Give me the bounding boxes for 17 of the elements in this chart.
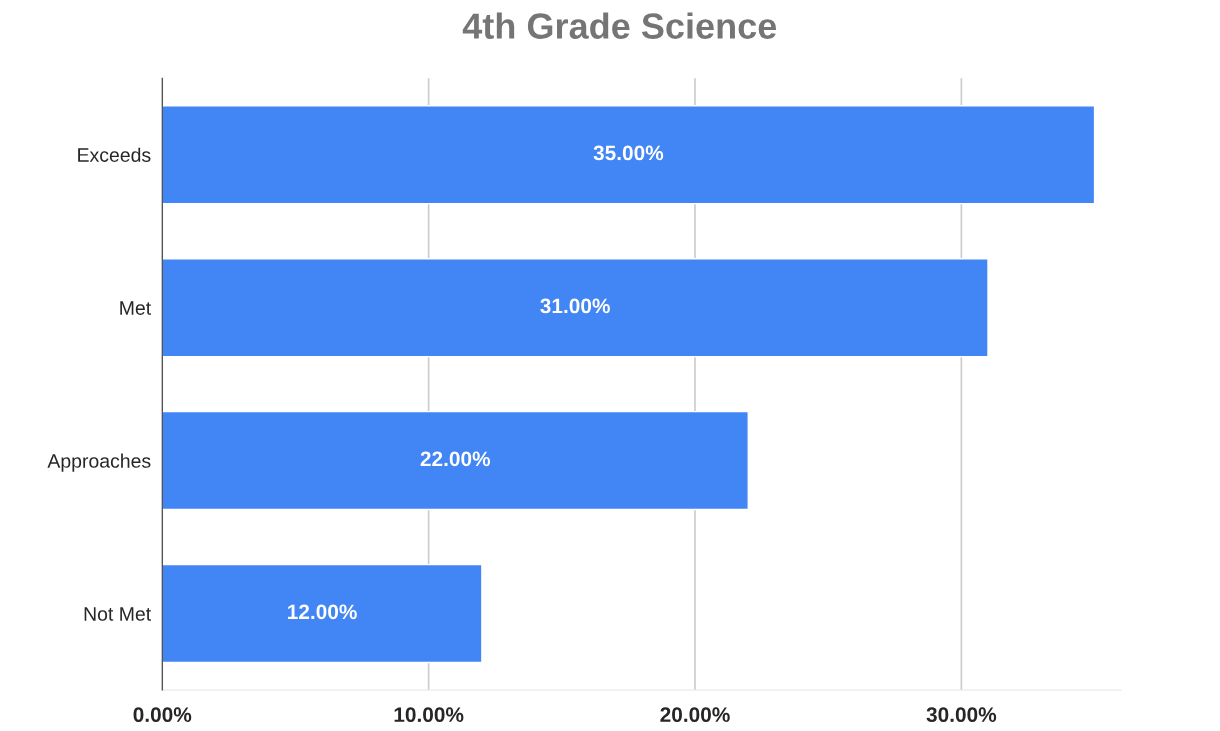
- data-label: 12.00%: [288, 604, 357, 620]
- y-tick-label: Approaches: [47, 453, 151, 472]
- y-tick-label: Met: [120, 301, 152, 315]
- bar: [162, 410, 749, 511]
- bar: [162, 105, 1096, 205]
- y-tick-label: Exceeds: [78, 147, 151, 162]
- chart-title: 4th Grade Science: [462, 12, 777, 39]
- y-tick-label: Not Met: [84, 607, 152, 621]
- x-tick-label: 10.00%: [394, 707, 464, 723]
- data-label: 22.00%: [420, 451, 491, 467]
- x-tick-label: 20.00%: [660, 707, 730, 723]
- bar: [162, 563, 483, 664]
- data-label: 31.00%: [540, 298, 610, 314]
- bar: [162, 258, 989, 358]
- data-label: 35.00%: [593, 145, 664, 161]
- x-tick-label: 30.00%: [926, 707, 997, 723]
- x-tick-label: 0.00%: [133, 707, 192, 723]
